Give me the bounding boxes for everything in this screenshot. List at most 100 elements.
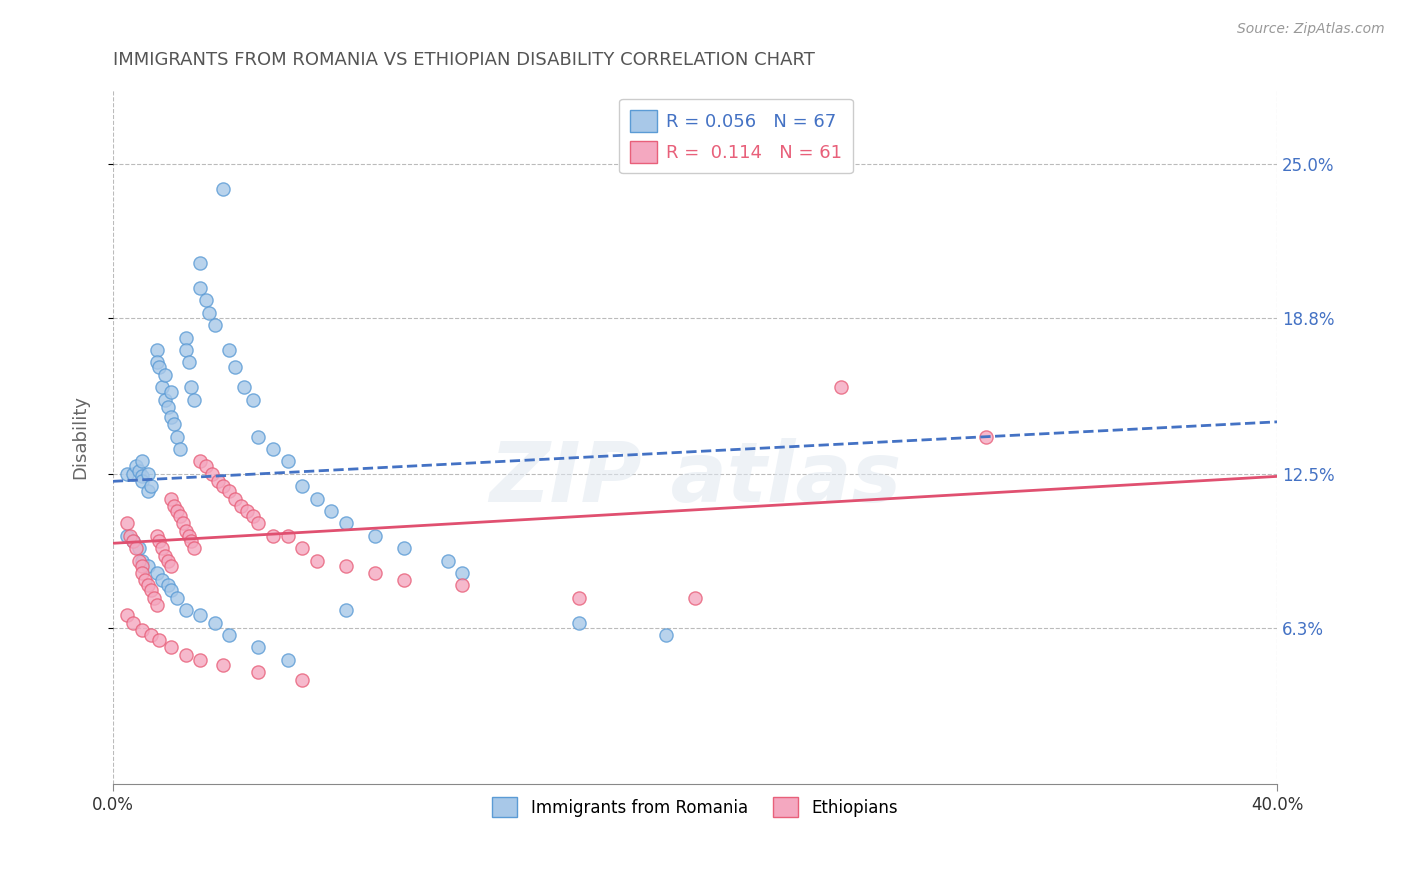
Point — [262, 442, 284, 456]
Point — [291, 673, 314, 687]
Point — [207, 475, 229, 489]
Point — [136, 484, 159, 499]
Point — [157, 554, 180, 568]
Point — [201, 467, 224, 481]
Point — [150, 380, 173, 394]
Point — [122, 467, 145, 481]
Point — [117, 467, 139, 481]
Point — [125, 541, 148, 556]
Point — [212, 657, 235, 672]
Point — [145, 529, 167, 543]
Point — [335, 603, 357, 617]
Point — [122, 533, 145, 548]
Point — [830, 380, 852, 394]
Point — [160, 640, 183, 655]
Point — [683, 591, 706, 605]
Point — [163, 417, 186, 432]
Point — [204, 318, 226, 333]
Point — [392, 574, 415, 588]
Point — [436, 554, 458, 568]
Point — [122, 615, 145, 630]
Point — [148, 360, 170, 375]
Point — [145, 355, 167, 369]
Point — [139, 628, 162, 642]
Point — [169, 509, 191, 524]
Point — [232, 380, 254, 394]
Point — [568, 615, 591, 630]
Point — [335, 558, 357, 573]
Point — [145, 343, 167, 357]
Point — [974, 430, 997, 444]
Point — [148, 533, 170, 548]
Point — [451, 566, 474, 580]
Point — [160, 583, 183, 598]
Point — [364, 529, 387, 543]
Point — [242, 392, 264, 407]
Point — [122, 533, 145, 548]
Point — [218, 628, 240, 642]
Point — [291, 541, 314, 556]
Point — [166, 591, 188, 605]
Point — [131, 558, 153, 573]
Point — [166, 430, 188, 444]
Point — [212, 479, 235, 493]
Point — [218, 484, 240, 499]
Point — [321, 504, 343, 518]
Legend: Immigrants from Romania, Ethiopians: Immigrants from Romania, Ethiopians — [485, 790, 904, 824]
Point — [125, 459, 148, 474]
Point — [212, 182, 235, 196]
Point — [224, 360, 246, 375]
Point — [142, 591, 165, 605]
Point — [242, 509, 264, 524]
Point — [148, 632, 170, 647]
Point — [183, 392, 205, 407]
Point — [155, 392, 177, 407]
Point — [174, 330, 197, 344]
Point — [247, 640, 270, 655]
Point — [188, 608, 211, 623]
Text: ZIP atlas: ZIP atlas — [489, 438, 901, 519]
Point — [188, 454, 211, 468]
Point — [177, 355, 200, 369]
Point — [183, 541, 205, 556]
Point — [131, 623, 153, 637]
Point — [120, 529, 142, 543]
Text: IMMIGRANTS FROM ROMANIA VS ETHIOPIAN DISABILITY CORRELATION CHART: IMMIGRANTS FROM ROMANIA VS ETHIOPIAN DIS… — [112, 51, 814, 69]
Point — [136, 578, 159, 592]
Point — [131, 469, 153, 483]
Point — [247, 430, 270, 444]
Point — [163, 499, 186, 513]
Point — [195, 459, 218, 474]
Point — [188, 256, 211, 270]
Point — [139, 583, 162, 598]
Point — [276, 454, 298, 468]
Point — [145, 599, 167, 613]
Point — [128, 554, 150, 568]
Y-axis label: Disability: Disability — [72, 394, 89, 479]
Point — [188, 653, 211, 667]
Point — [131, 566, 153, 580]
Point — [568, 591, 591, 605]
Point — [169, 442, 191, 456]
Point — [139, 479, 162, 493]
Point — [155, 368, 177, 382]
Point — [198, 306, 221, 320]
Point — [166, 504, 188, 518]
Point — [131, 554, 153, 568]
Point — [157, 578, 180, 592]
Point — [134, 574, 156, 588]
Point — [160, 385, 183, 400]
Point — [117, 516, 139, 531]
Point — [204, 615, 226, 630]
Point — [160, 491, 183, 506]
Point — [131, 454, 153, 468]
Point — [236, 504, 259, 518]
Point — [177, 529, 200, 543]
Point — [160, 409, 183, 424]
Text: Source: ZipAtlas.com: Source: ZipAtlas.com — [1237, 22, 1385, 37]
Point — [218, 343, 240, 357]
Point — [128, 541, 150, 556]
Point — [188, 281, 211, 295]
Point — [174, 524, 197, 538]
Point — [335, 516, 357, 531]
